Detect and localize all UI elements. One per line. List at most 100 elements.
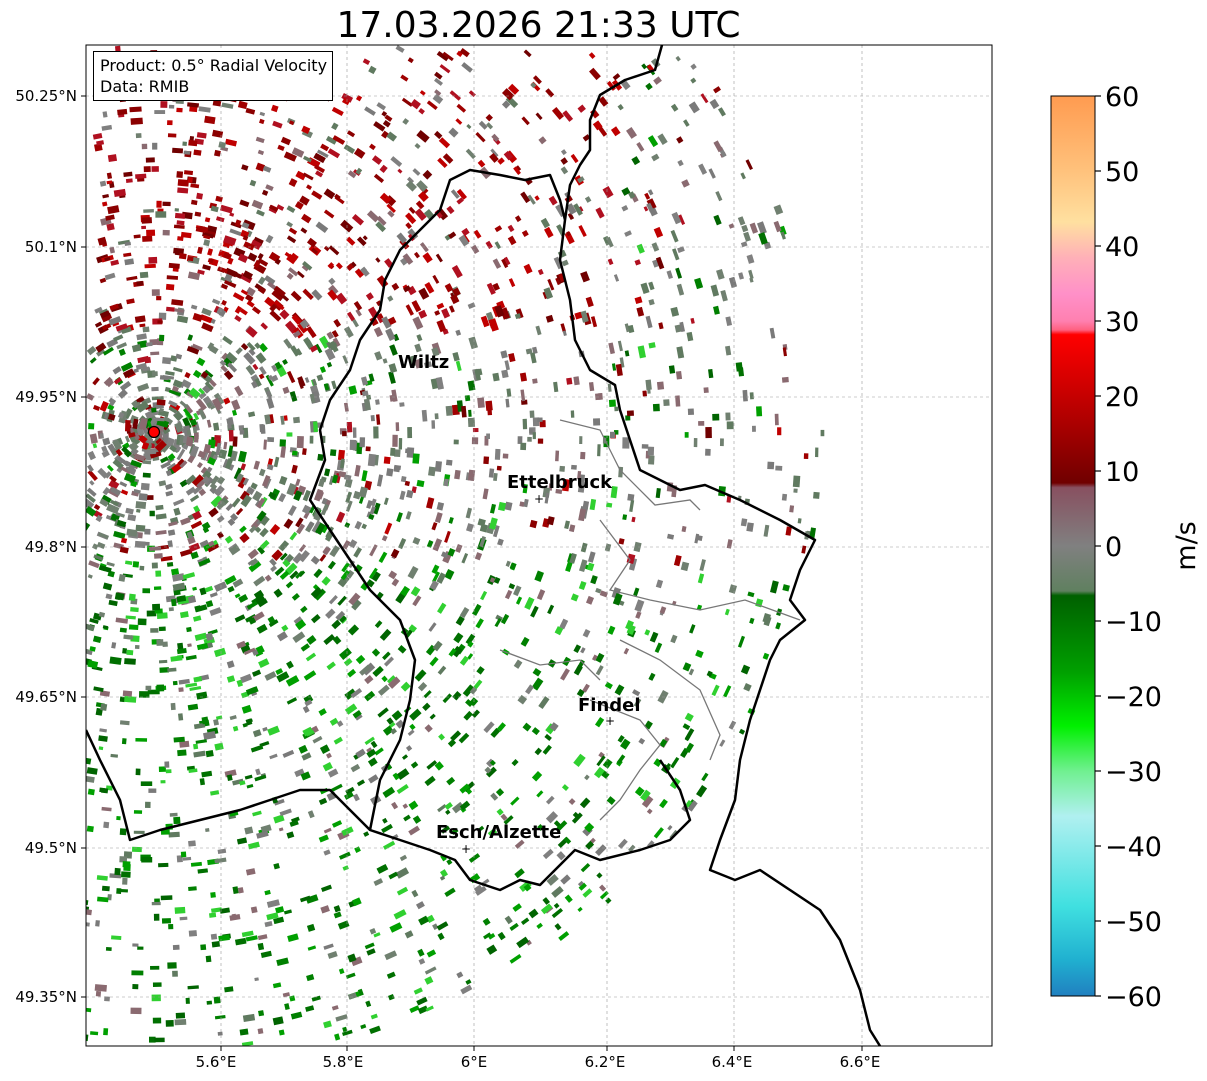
- radar-pixel: [316, 490, 324, 500]
- radar-pixel: [295, 517, 304, 528]
- radar-pixel: [156, 295, 162, 301]
- radar-pixel: [185, 486, 196, 496]
- radar-pixel: [94, 306, 103, 314]
- radar-pixel: [271, 549, 283, 561]
- radar-pixel: [492, 525, 500, 538]
- radar-pixel: [266, 464, 274, 471]
- radar-pixel: [503, 256, 511, 266]
- radar-pixel: [146, 229, 156, 237]
- radar-pixel: [355, 748, 366, 758]
- radar-pixel: [199, 539, 210, 548]
- colorbar-tick-label: 60: [1105, 82, 1139, 113]
- radar-pixel: [254, 342, 261, 350]
- radar-pixel: [193, 432, 199, 440]
- radar-pixel: [382, 119, 391, 128]
- radar-pixel: [562, 478, 570, 492]
- radar-pixel: [508, 278, 516, 288]
- radar-pixel: [162, 415, 174, 426]
- radar-pixel: [640, 789, 651, 802]
- radar-pixel: [529, 519, 538, 529]
- radar-pixel: [185, 654, 197, 661]
- radar-pixel: [422, 169, 433, 180]
- radar-pixel: [708, 168, 716, 179]
- radar-pixel: [86, 775, 95, 783]
- radar-pixel: [418, 958, 426, 965]
- radar-pixel: [554, 923, 562, 931]
- radar-pixel: [264, 296, 276, 308]
- radar-pixel: [219, 359, 227, 367]
- radar-pixel: [410, 99, 421, 110]
- radar-pixel: [602, 758, 613, 769]
- radar-pixel: [307, 521, 315, 529]
- radar-pixel: [119, 481, 128, 488]
- radar-pixel: [182, 572, 196, 580]
- radar-pixel: [480, 590, 488, 601]
- radar-pixel: [645, 315, 653, 329]
- radar-pixel: [419, 90, 426, 96]
- radar-pixel: [618, 538, 625, 545]
- radar-pixel: [564, 894, 573, 903]
- radar-pixel: [345, 786, 355, 795]
- radar-pixel: [115, 323, 128, 332]
- radar-pixel: [134, 540, 146, 549]
- radar-pixel: [390, 728, 397, 735]
- radar-pixel: [293, 416, 301, 424]
- radar-pixel: [146, 495, 154, 500]
- radar-pixel: [366, 579, 375, 588]
- radar-pixel: [130, 1007, 142, 1015]
- radar-pixel: [96, 541, 106, 549]
- radar-pixel: [700, 93, 709, 104]
- radar-pixel: [190, 861, 202, 867]
- radar-pixel: [407, 228, 419, 240]
- radar-pixel: [208, 379, 217, 388]
- radar-pixel: [250, 906, 258, 914]
- radar-pixel: [101, 885, 110, 892]
- radar-pixel: [595, 587, 602, 594]
- radar-pixel: [347, 624, 360, 636]
- radar-pixel: [590, 316, 598, 328]
- radar-pixel: [519, 372, 528, 382]
- radar-pixel: [225, 503, 234, 512]
- radar-pixel: [559, 618, 569, 630]
- radar-pixel: [340, 569, 350, 581]
- radar-pixel: [151, 407, 157, 413]
- radar-pixel: [231, 399, 241, 411]
- radar-pixel: [278, 475, 288, 486]
- radar-pixel: [117, 388, 128, 399]
- radar-pixel: [101, 806, 112, 812]
- radar-pixel: [375, 399, 380, 405]
- radar-pixel: [212, 422, 220, 431]
- radar-pixel: [245, 286, 256, 297]
- radar-pixel: [242, 722, 248, 728]
- radar-pixel: [770, 580, 779, 594]
- radar-pixel: [675, 371, 683, 380]
- radar-pixel: [169, 812, 178, 817]
- radar-pixel: [87, 450, 96, 461]
- radar-pixel: [389, 344, 398, 356]
- radar-pixel: [208, 507, 219, 518]
- radar-pixel: [344, 688, 357, 700]
- radar-pixel: [365, 1000, 372, 1008]
- colorbar-tick-label: 50: [1105, 157, 1139, 188]
- colorbar-tick-label: −50: [1105, 907, 1162, 938]
- radar-pixel: [252, 810, 262, 817]
- radar-pixel: [202, 384, 212, 394]
- radar-pixel: [560, 149, 567, 156]
- radar-pixel: [347, 668, 357, 678]
- radar-pixel: [126, 528, 138, 537]
- radar-pixel: [201, 470, 212, 481]
- radar-pixel: [571, 812, 583, 824]
- radar-pixel: [485, 311, 494, 321]
- radar-pixel: [239, 490, 250, 502]
- radar-pixel: [500, 613, 510, 625]
- radar-pixel: [611, 363, 617, 371]
- radar-pixel: [444, 283, 454, 293]
- radar-pixel: [659, 798, 668, 809]
- radar-pixel: [218, 449, 228, 460]
- radar-pixel: [296, 523, 306, 535]
- radar-pixel: [540, 217, 551, 229]
- radar-pixel: [645, 82, 653, 91]
- radar-pixel: [177, 749, 187, 757]
- radar-pixel: [113, 334, 124, 342]
- radar-pixel: [342, 355, 349, 364]
